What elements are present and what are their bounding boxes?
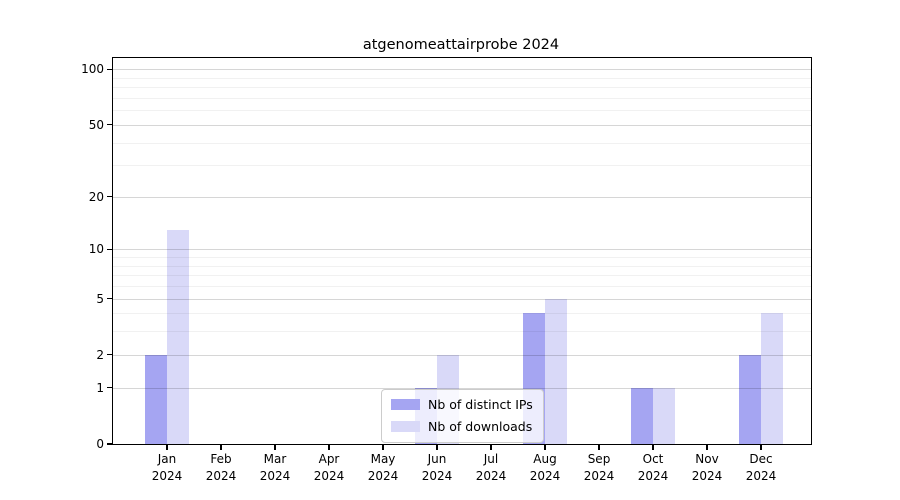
y-tick — [107, 387, 112, 389]
y-gridline-major — [113, 124, 811, 126]
x-tick-year: 2024 — [259, 469, 291, 483]
y-tick-label: 100 — [81, 62, 104, 77]
x-tick-label: Sep 2024 — [569, 451, 629, 485]
x-tick-year: 2024 — [313, 469, 345, 483]
y-tick — [107, 297, 112, 300]
y-tick-label: 50 — [88, 117, 104, 132]
x-tick — [436, 445, 438, 450]
x-tick-label: Aug 2024 — [515, 451, 575, 485]
x-tick-month: Dec — [749, 452, 773, 466]
bar-downloads — [653, 387, 675, 444]
y-gridline-major — [113, 196, 811, 198]
x-tick-year: 2024 — [151, 469, 183, 483]
x-tick-year: 2024 — [745, 469, 777, 483]
y-tick-label: 0 — [96, 437, 104, 451]
y-tick — [107, 124, 112, 126]
x-tick-label: Mar 2024 — [245, 451, 305, 485]
y-gridline-minor — [113, 165, 811, 167]
y-gridline-minor — [113, 110, 811, 112]
x-tick-label: Oct 2024 — [623, 451, 683, 485]
x-tick-month: Jul — [483, 452, 499, 466]
y-gridline-major — [113, 354, 811, 356]
x-tick-year: 2024 — [475, 469, 507, 483]
bar-downloads — [167, 229, 189, 444]
x-tick — [544, 445, 546, 450]
bar-distinct-ips — [145, 354, 167, 444]
y-gridline-minor — [113, 257, 811, 258]
x-tick-label: Dec 2024 — [731, 451, 791, 485]
x-tick-year: 2024 — [421, 469, 453, 483]
x-tick — [652, 445, 654, 450]
legend-swatch-distinct-ips — [391, 399, 420, 410]
x-tick-month: Feb — [210, 452, 232, 466]
bar-distinct-ips — [739, 354, 761, 444]
x-tick-year: 2024 — [691, 469, 723, 483]
legend-swatch-downloads — [391, 421, 420, 432]
y-gridline-major — [113, 69, 811, 71]
y-tick — [107, 196, 112, 198]
x-tick-label: Jul 2024 — [461, 451, 521, 485]
y-gridline-minor — [113, 313, 811, 315]
x-tick-month: Sep — [587, 452, 611, 466]
bar-downloads — [761, 313, 783, 444]
y-gridline-minor — [113, 275, 811, 277]
x-tick — [760, 445, 762, 450]
y-gridline-minor — [113, 142, 811, 144]
x-tick-label: Jan 2024 — [137, 451, 197, 485]
x-tick-month: Jun — [427, 452, 447, 466]
x-tick-month: May — [370, 452, 396, 466]
x-tick — [274, 445, 276, 450]
legend: Nb of distinct IPs Nb of downloads — [381, 389, 544, 443]
legend-item-distinct-ips: Nb of distinct IPs — [391, 397, 533, 412]
x-tick-year: 2024 — [583, 469, 615, 483]
legend-label-distinct-ips: Nb of distinct IPs — [428, 397, 533, 412]
y-gridline-minor — [113, 97, 811, 99]
x-tick-month: Apr — [318, 452, 340, 466]
bar-downloads — [545, 298, 567, 444]
y-tick — [107, 68, 112, 70]
x-tick-label: Nov 2024 — [677, 451, 737, 485]
x-tick — [598, 445, 600, 450]
x-tick-label: Feb 2024 — [191, 451, 251, 485]
legend-label-downloads: Nb of downloads — [428, 419, 533, 434]
x-tick-month: Nov — [695, 452, 719, 466]
x-tick-year: 2024 — [205, 469, 237, 483]
legend-item-downloads: Nb of downloads — [391, 419, 533, 434]
x-tick-year: 2024 — [529, 469, 561, 483]
x-tick-label: May 2024 — [353, 451, 413, 485]
y-tick — [107, 443, 112, 445]
y-tick — [107, 354, 112, 356]
y-tick-label: 10 — [88, 242, 104, 257]
x-tick — [166, 445, 168, 450]
plot-area: Nb of distinct IPs Nb of downloads — [112, 57, 812, 445]
x-tick — [328, 445, 330, 450]
bar-distinct-ips — [631, 387, 653, 444]
x-tick-month: Oct — [642, 452, 664, 466]
y-gridline-minor — [113, 87, 811, 89]
x-tick-month: Aug — [533, 452, 557, 466]
x-tick-year: 2024 — [637, 469, 669, 483]
x-tick-month: Jan — [157, 452, 177, 466]
x-tick-label: Apr 2024 — [299, 451, 359, 485]
y-gridline-major — [113, 249, 811, 251]
x-tick — [220, 445, 222, 450]
y-tick-label: 5 — [96, 291, 104, 306]
y-tick-label: 20 — [88, 189, 104, 204]
y-gridline-major — [113, 298, 811, 300]
y-tick — [107, 248, 112, 250]
x-tick — [706, 445, 708, 450]
y-gridline-minor — [113, 77, 811, 79]
x-tick-label: Jun 2024 — [407, 451, 467, 485]
chart-title: atgenomeattairprobe 2024 — [362, 37, 560, 53]
x-tick-month: Mar — [263, 452, 287, 466]
y-tick-label: 2 — [96, 347, 104, 362]
y-gridline-minor — [113, 331, 811, 333]
y-tick-label: 1 — [96, 380, 104, 395]
y-gridline-minor — [113, 286, 811, 287]
x-tick — [382, 445, 384, 450]
x-tick — [490, 445, 492, 450]
y-gridline-minor — [113, 265, 811, 267]
x-tick-year: 2024 — [367, 469, 399, 483]
